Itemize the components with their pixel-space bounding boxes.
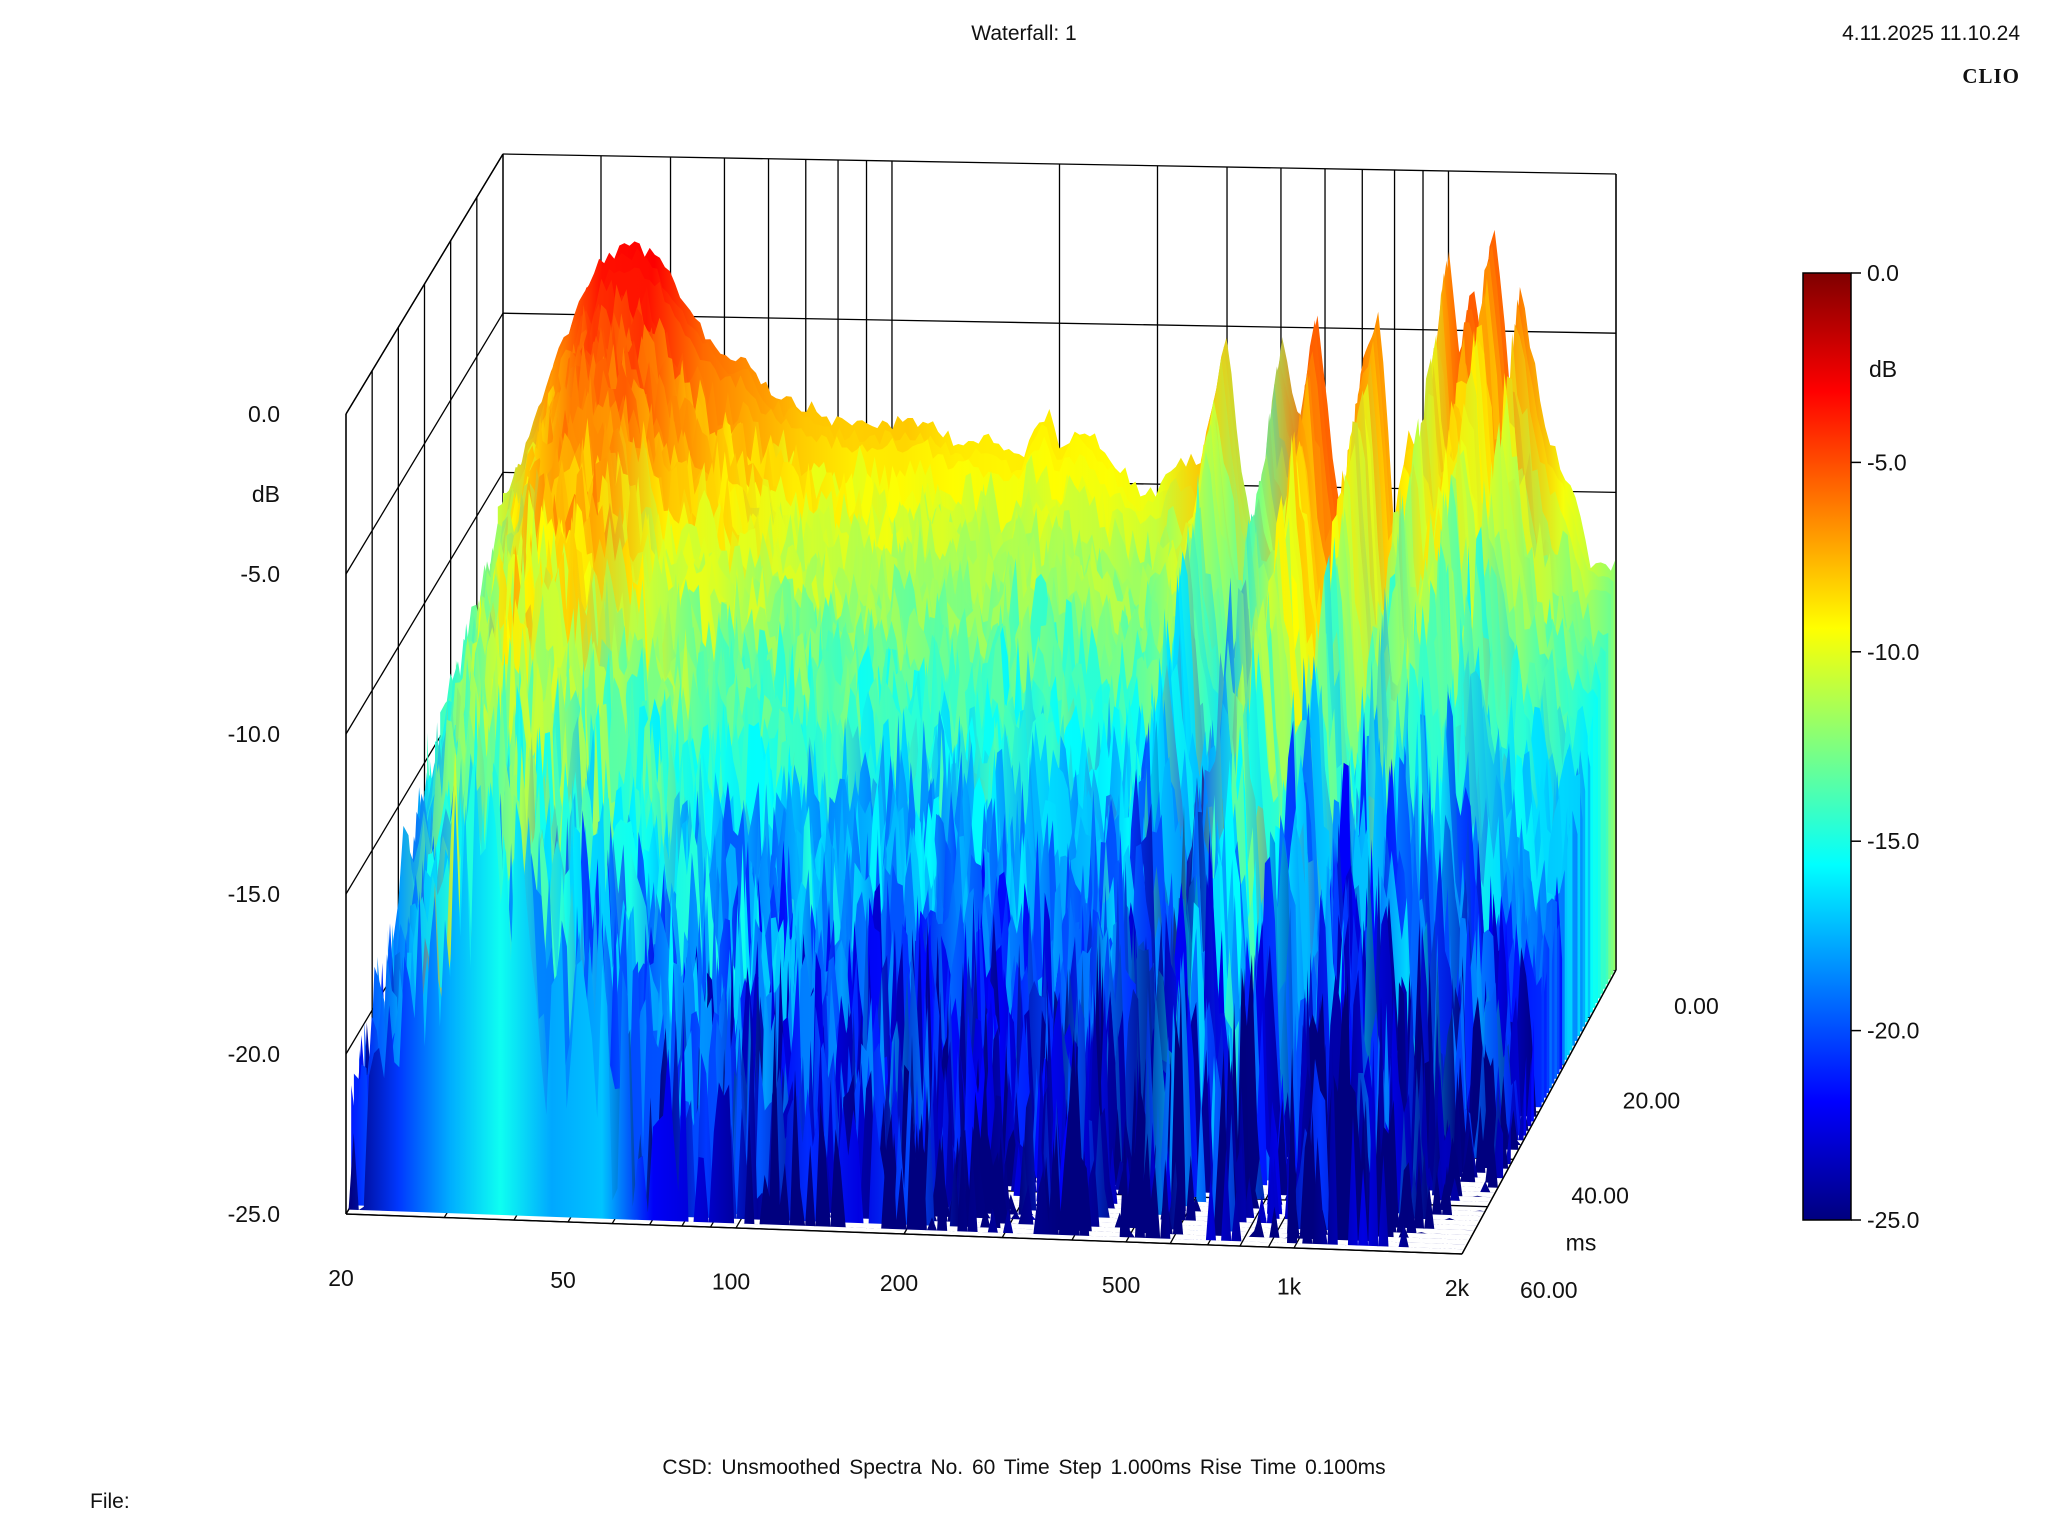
file-label: File: — [90, 1490, 130, 1513]
colorbar-unit-label: dB — [1869, 356, 1897, 382]
waterfall-slice — [348, 764, 1465, 1250]
x-tick-label: 200 — [880, 1270, 918, 1296]
colorbar-tick-label: -25.0 — [1867, 1207, 1919, 1233]
waterfall-surface — [348, 229, 1616, 1250]
colorbar-tick-label: -5.0 — [1867, 449, 1907, 475]
colorbar-tick-label: -20.0 — [1867, 1018, 1919, 1044]
colorbar-tick-label: -15.0 — [1867, 828, 1919, 854]
time-tick-label: 60.00 — [1520, 1277, 1578, 1303]
y-tick-label: -15.0 — [228, 881, 280, 907]
x-tick-label: 20 — [328, 1265, 354, 1291]
y-tick-label: -10.0 — [228, 721, 280, 747]
y-tick-label: -25.0 — [228, 1201, 280, 1227]
time-tick-label: 40.00 — [1571, 1182, 1629, 1208]
side-wall-db-gridline — [345, 312, 504, 575]
time-axis-unit-label: ms — [1566, 1230, 1597, 1256]
x-tick-label: 2k — [1445, 1275, 1470, 1301]
y-tick-label: 0.0 — [248, 401, 280, 427]
top-left-edge — [345, 153, 504, 415]
brand-logo-text: CLIO — [1962, 64, 2020, 88]
colorbar-tick-label: 0.0 — [1867, 260, 1899, 286]
x-tick-label: 100 — [712, 1268, 750, 1294]
x-tick-label: 50 — [550, 1267, 576, 1293]
y-axis-unit-label: dB — [252, 481, 280, 507]
side-wall-db-gridline — [345, 472, 504, 735]
colorbar-gradient — [1802, 272, 1852, 1221]
measurement-settings: CSD: Unsmoothed Spectra No. 60 Time Step… — [662, 1456, 1386, 1479]
chart-labels: 0.0 -5.0 -10.0 -15.0 -20.0 -25.0 dB 20 50 100 200 5… — [228, 401, 1719, 1303]
timestamp: 4.11.2025 11.10.24 — [1842, 22, 2020, 45]
y-tick-label: -5.0 — [240, 561, 280, 587]
chart-front-frame — [345, 153, 1617, 1255]
x-tick-label: 500 — [1102, 1272, 1140, 1298]
y-tick-label: -20.0 — [228, 1041, 280, 1067]
colorbar: 0.0 -5.0 -10.0 -15.0 -20.0 -25.0 dB — [1802, 260, 1919, 1233]
x-tick-label: 1k — [1277, 1273, 1302, 1299]
time-tick-label: 0.00 — [1674, 993, 1719, 1019]
chart-title: Waterfall: 1 — [971, 22, 1077, 45]
colorbar-tick-label: -10.0 — [1867, 639, 1919, 665]
front-bottom-axis — [345, 1213, 1463, 1255]
right-time-axis — [1461, 969, 1617, 1255]
time-tick-label: 20.00 — [1623, 1088, 1681, 1114]
